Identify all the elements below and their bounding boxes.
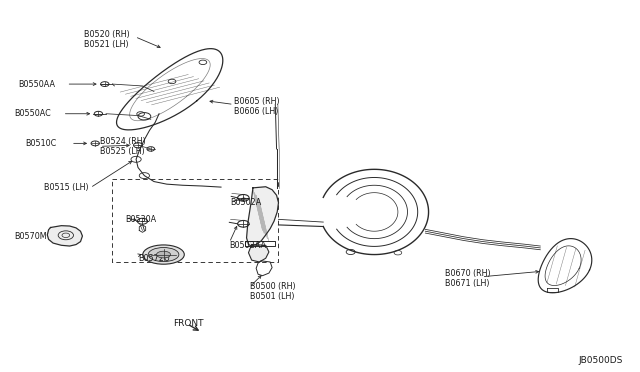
Text: B0572U: B0572U xyxy=(138,254,170,263)
Text: B0570M: B0570M xyxy=(15,231,47,241)
Polygon shape xyxy=(246,187,278,246)
Ellipse shape xyxy=(143,245,184,264)
Text: B0510C: B0510C xyxy=(25,139,56,148)
Text: B0550AA: B0550AA xyxy=(19,80,56,89)
Text: B0515 (LH): B0515 (LH) xyxy=(44,183,89,192)
Text: B0530A: B0530A xyxy=(125,215,156,224)
Text: B0520 (RH)
B0521 (LH): B0520 (RH) B0521 (LH) xyxy=(84,30,129,49)
Text: B0524 (RH)
B0525 (LH): B0524 (RH) B0525 (LH) xyxy=(100,137,145,156)
Text: FRONT: FRONT xyxy=(173,319,204,328)
Polygon shape xyxy=(248,244,269,262)
Polygon shape xyxy=(47,226,83,246)
Text: B0550AC: B0550AC xyxy=(15,109,51,118)
Ellipse shape xyxy=(157,251,171,258)
Ellipse shape xyxy=(148,247,179,262)
Text: JB0500DS: JB0500DS xyxy=(579,356,623,365)
Text: B0605 (RH)
B0606 (LH): B0605 (RH) B0606 (LH) xyxy=(234,97,280,116)
Text: B0502AA: B0502AA xyxy=(229,241,266,250)
Text: B0500 (RH)
B0501 (LH): B0500 (RH) B0501 (LH) xyxy=(250,282,296,301)
Text: B0502A: B0502A xyxy=(230,198,262,207)
Text: B0670 (RH)
B0671 (LH): B0670 (RH) B0671 (LH) xyxy=(445,269,490,288)
